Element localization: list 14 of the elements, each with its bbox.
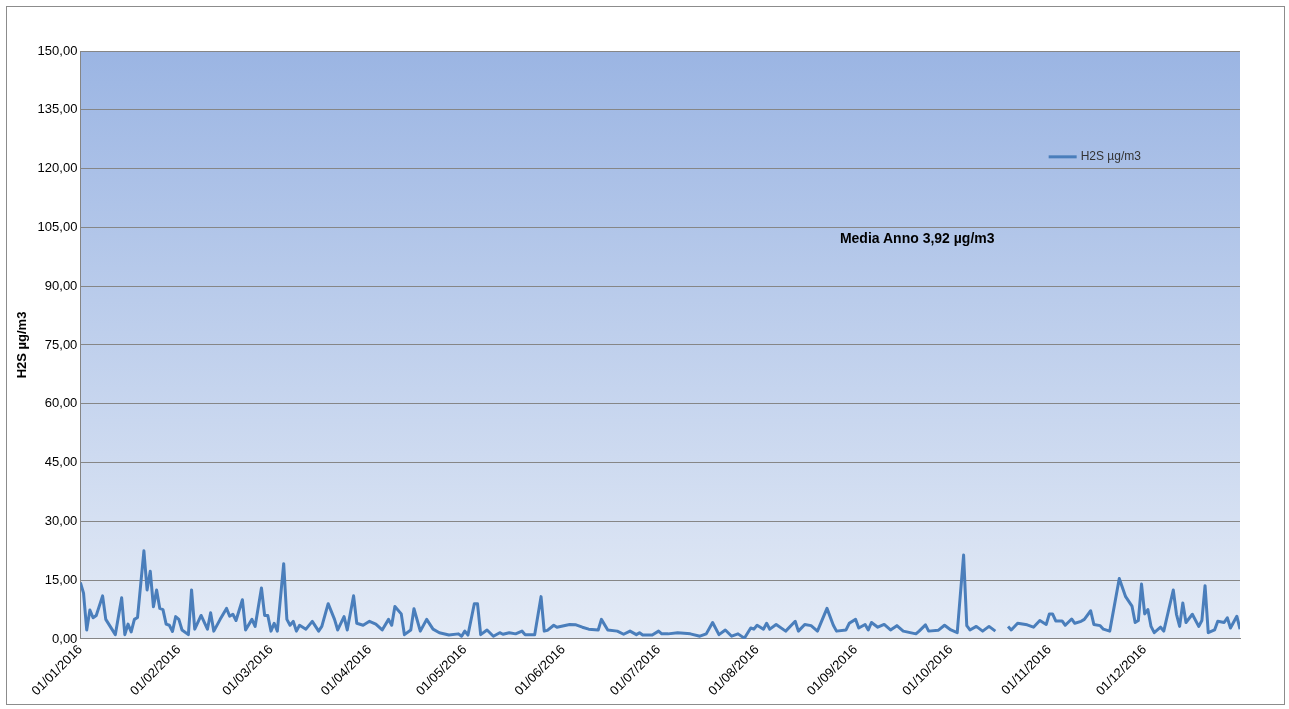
y-axis-title: H2S µg/m3: [14, 311, 30, 379]
y-tick-label: 105,00: [37, 218, 78, 234]
annotation: Media Anno 3,92 µg/m3: [839, 230, 995, 247]
y-tick-label: 45,00: [44, 454, 78, 470]
legend-label: H2S µg/m3: [1080, 149, 1142, 164]
y-tick-label: 135,00: [37, 101, 78, 117]
y-tick-label: 0,00: [52, 630, 78, 646]
y-tick-label: 60,00: [44, 395, 78, 411]
y-tick-label: 90,00: [44, 277, 78, 293]
y-tick-label: 30,00: [44, 512, 78, 528]
y-tick-label: 15,00: [44, 571, 78, 587]
y-tick-label: 120,00: [37, 160, 78, 176]
y-tick-label: 150,00: [37, 42, 78, 58]
y-tick-label: 75,00: [44, 336, 78, 352]
